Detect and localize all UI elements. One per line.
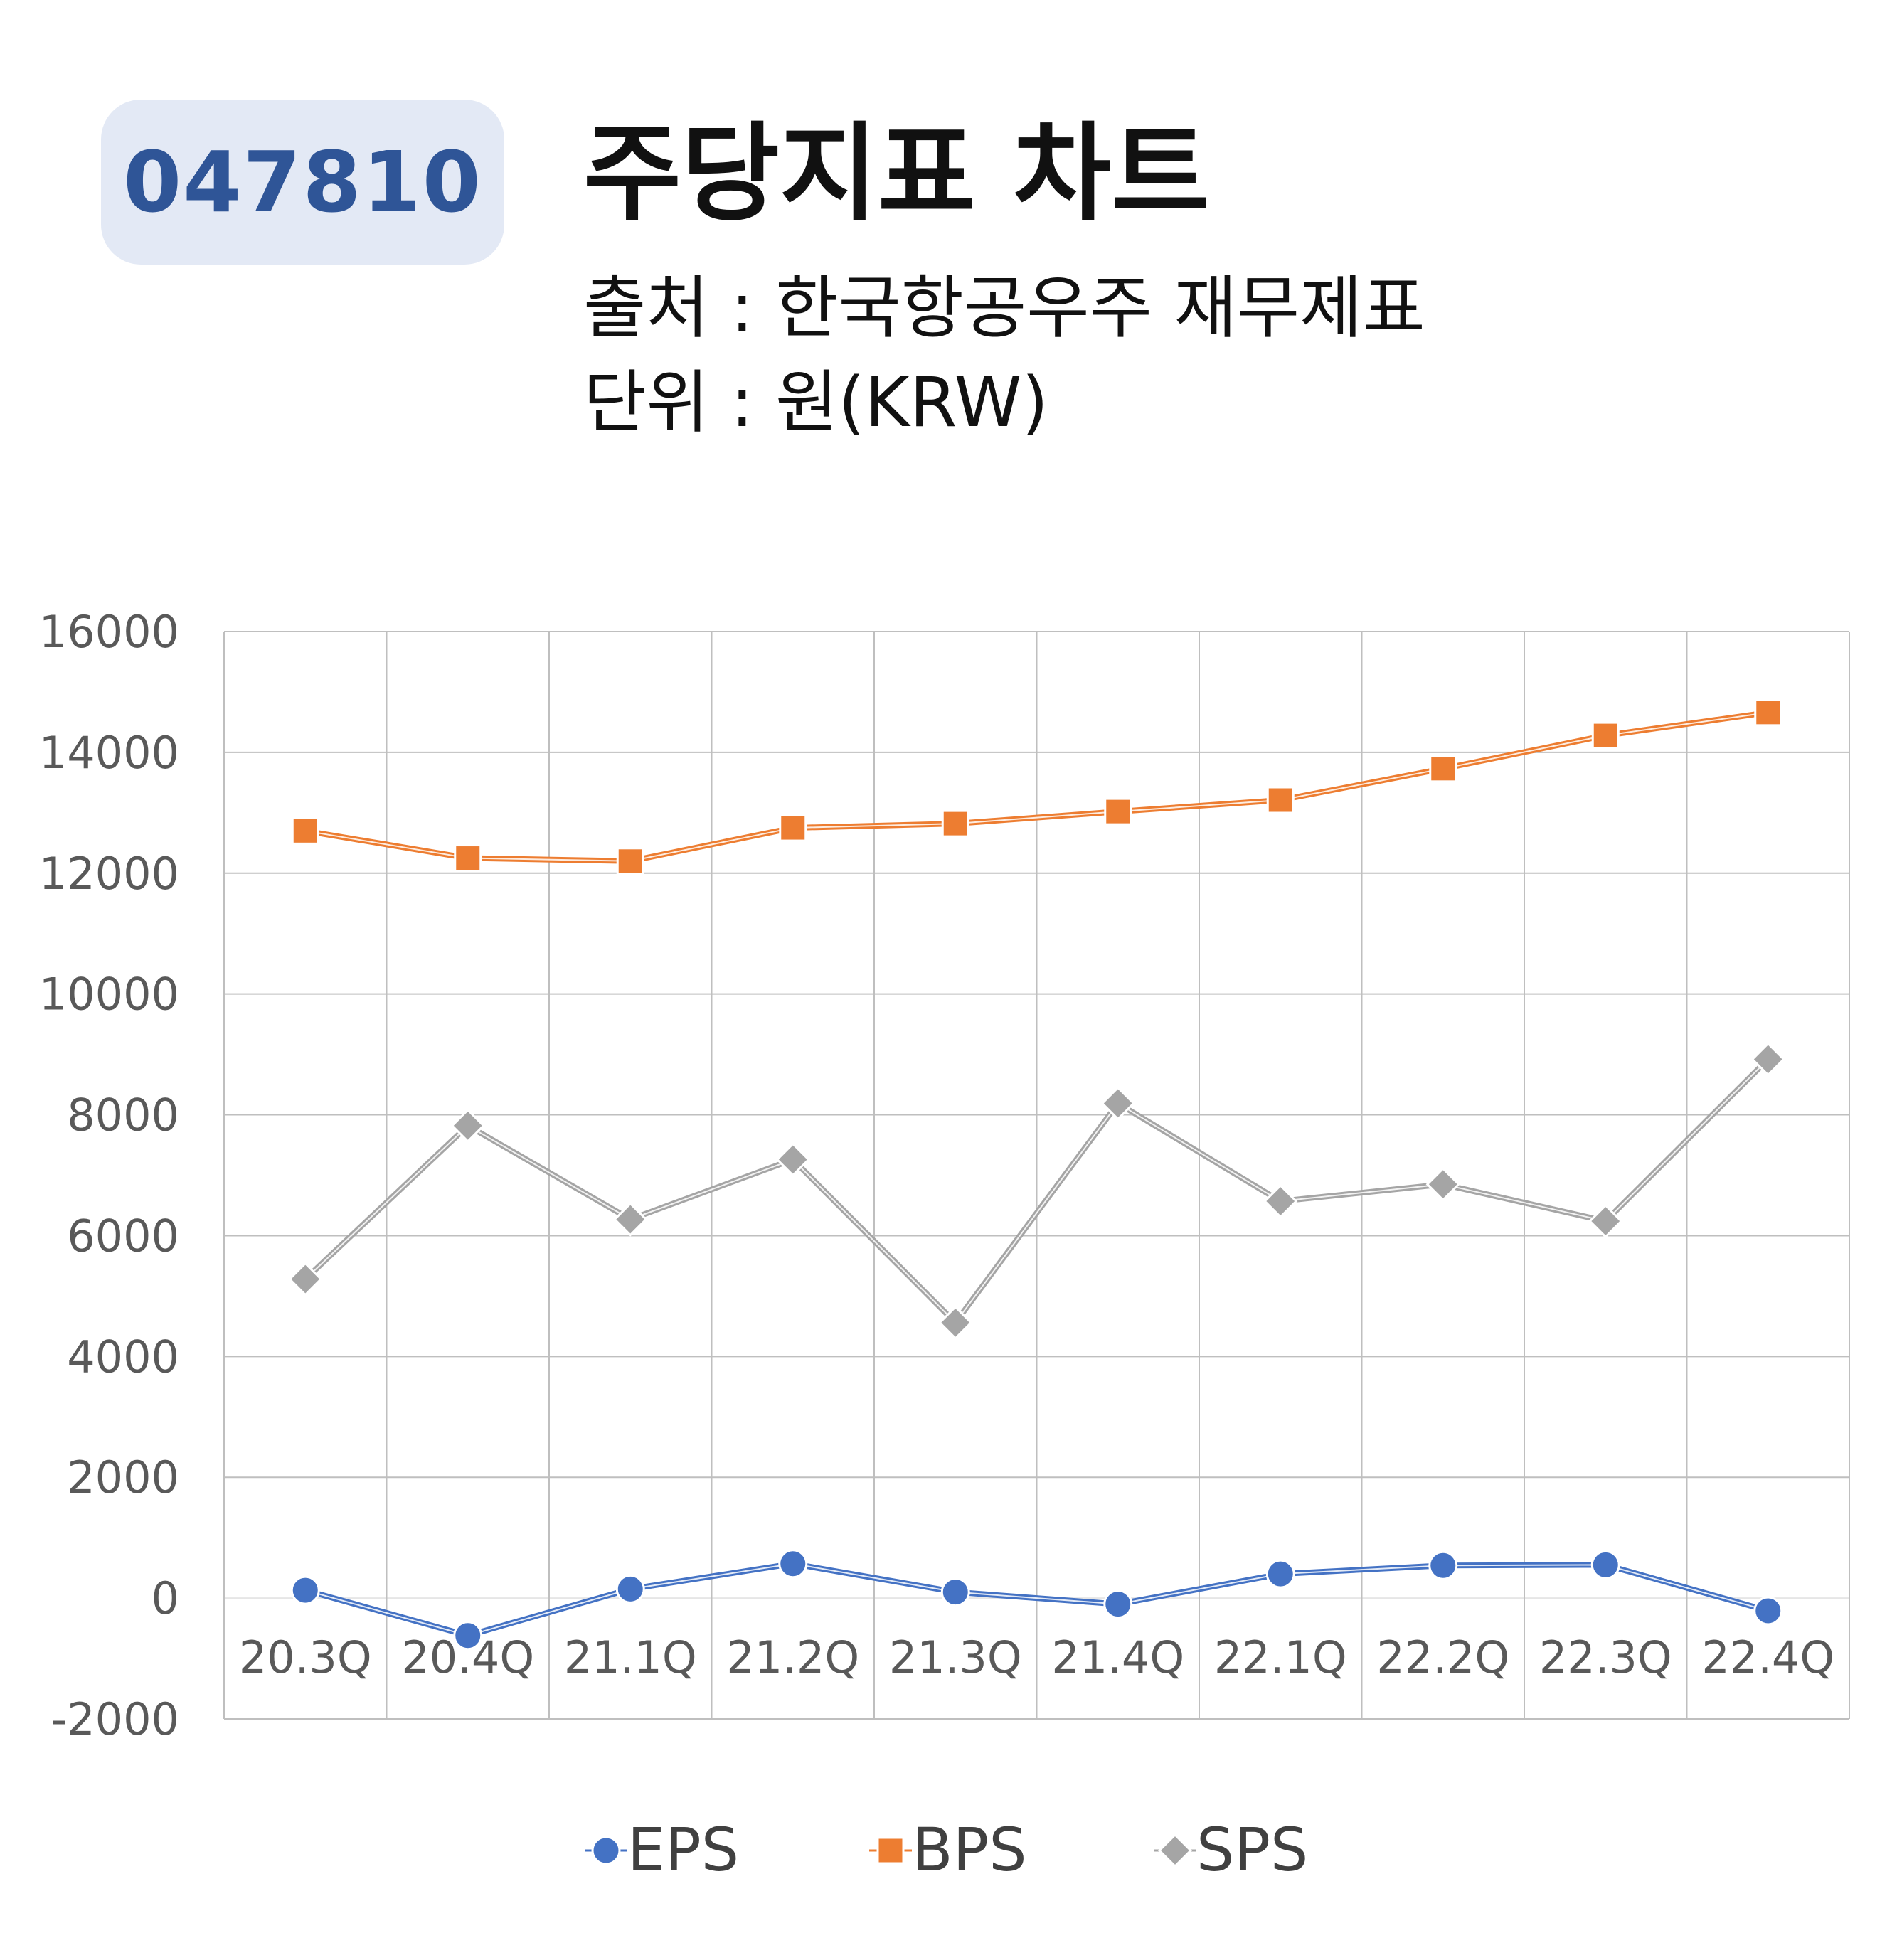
- data-point-eps: [1265, 1559, 1295, 1589]
- data-point-sps: [288, 1262, 323, 1296]
- source-label: 출처 : 한국항공우주 재무제표: [583, 268, 1425, 348]
- y-tick-label: 8000: [67, 1090, 179, 1141]
- x-tick-label: 21.1Q: [564, 1631, 697, 1683]
- y-tick-label: -2000: [51, 1693, 179, 1745]
- data-point-bps: [1266, 786, 1295, 814]
- y-tick-label: 10000: [39, 969, 179, 1021]
- y-tick-label: 6000: [67, 1210, 179, 1262]
- data-point-eps: [453, 1621, 483, 1651]
- x-tick-label: 20.3Q: [239, 1631, 372, 1683]
- data-point-eps: [940, 1577, 970, 1607]
- legend-item-sps: SPS: [1154, 1815, 1308, 1885]
- series-sps: [288, 1042, 1785, 1340]
- data-point-sps: [1588, 1203, 1623, 1239]
- data-point-eps: [1103, 1589, 1133, 1619]
- y-tick-label: 14000: [39, 727, 179, 779]
- legend-item-bps: BPS: [869, 1815, 1027, 1885]
- data-point-bps: [779, 814, 807, 842]
- x-tick-label: 21.3Q: [889, 1631, 1022, 1683]
- x-tick-label: 22.1Q: [1214, 1631, 1347, 1683]
- data-point-bps: [1104, 797, 1132, 826]
- data-point-sps: [1263, 1183, 1298, 1219]
- y-tick-label: 4000: [67, 1331, 179, 1383]
- chart-title: 주당지표 차트: [583, 112, 1210, 236]
- data-point-eps: [1753, 1596, 1783, 1626]
- series-line-highlight: [305, 711, 1768, 862]
- unit-label: 단위 : 원(KRW): [583, 363, 1048, 442]
- stock-code-badge: 047810: [101, 100, 504, 265]
- legend-marker: [876, 1836, 905, 1865]
- data-point-eps: [778, 1549, 808, 1579]
- x-axis-ticks: 20.3Q 20.4Q 21.1Q 21.2Q 21.3Q 21.4Q 22.1Q 22.2Q…: [239, 1631, 1834, 1683]
- y-tick-label: 12000: [39, 848, 179, 900]
- grid-lines: [223, 631, 1850, 1720]
- series-eps: [290, 1549, 1783, 1651]
- y-tick-label: 16000: [39, 606, 179, 658]
- x-tick-label: 22.4Q: [1701, 1631, 1834, 1683]
- data-point-bps: [454, 844, 482, 873]
- series-line-highlight: [304, 1058, 1769, 1324]
- data-point-sps: [775, 1142, 810, 1177]
- y-tick-label: 2000: [67, 1452, 179, 1503]
- y-axis-ticks: 16000 14000 12000 10000 8000 6000 4000 2000 0 -20…: [39, 606, 179, 1745]
- data-point-bps: [941, 809, 969, 838]
- legend-item-eps: EPS: [585, 1815, 739, 1885]
- data-point-sps: [938, 1305, 973, 1340]
- x-tick-label: 21.4Q: [1051, 1631, 1184, 1683]
- x-tick-label: 22.2Q: [1376, 1631, 1509, 1683]
- series-line-highlight: [304, 1562, 1769, 1636]
- data-point-sps: [1100, 1086, 1135, 1121]
- data-point-bps: [1591, 721, 1620, 750]
- data-point-eps: [615, 1574, 645, 1604]
- x-tick-label: 21.2Q: [726, 1631, 859, 1683]
- data-point-bps: [1429, 755, 1457, 783]
- stock-code: 047810: [123, 133, 482, 231]
- legend-marker: [591, 1836, 621, 1865]
- data-point-eps: [1590, 1550, 1620, 1580]
- data-point-sps: [1750, 1042, 1785, 1077]
- series-bps: [291, 698, 1782, 875]
- data-point-bps: [291, 816, 319, 845]
- data-point-eps: [290, 1575, 320, 1605]
- data-point-eps: [1428, 1550, 1458, 1580]
- series-group: [288, 698, 1785, 1651]
- data-point-bps: [1754, 698, 1782, 727]
- legend-label: BPS: [912, 1815, 1027, 1885]
- x-tick-label: 22.3Q: [1539, 1631, 1672, 1683]
- legend-label: SPS: [1196, 1815, 1308, 1885]
- data-point-sps: [450, 1108, 485, 1143]
- legend: EPS BPS SPS: [585, 1815, 1308, 1885]
- legend-marker: [1157, 1833, 1193, 1868]
- data-point-bps: [616, 847, 644, 875]
- data-point-sps: [1425, 1167, 1460, 1202]
- legend-label: EPS: [627, 1815, 739, 1885]
- y-tick-label: 0: [152, 1572, 179, 1624]
- data-point-sps: [613, 1202, 648, 1237]
